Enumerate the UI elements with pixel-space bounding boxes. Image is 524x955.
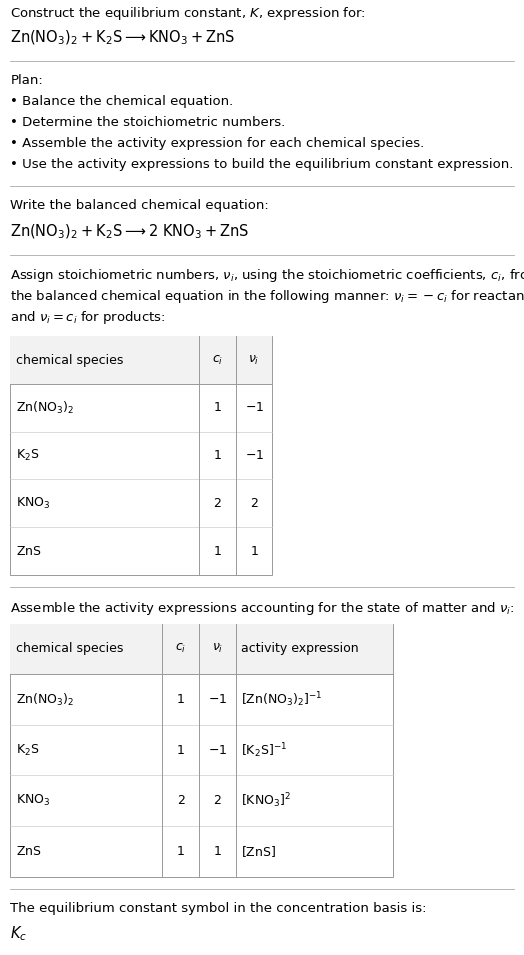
Text: $-1$: $-1$ xyxy=(208,693,227,706)
Text: $\mathrm{KNO_3}$: $\mathrm{KNO_3}$ xyxy=(16,794,50,808)
Text: • Balance the chemical equation.: • Balance the chemical equation. xyxy=(10,95,234,108)
Text: $\mathrm{Zn(NO_3)_2 + K_2S \longrightarrow 2\ KNO_3 + ZnS}$: $\mathrm{Zn(NO_3)_2 + K_2S \longrightarr… xyxy=(10,223,249,241)
Text: $\nu_i$: $\nu_i$ xyxy=(248,353,260,367)
Bar xyxy=(10,336,272,384)
Text: $[\mathrm{K_2S}]^{-1}$: $[\mathrm{K_2S}]^{-1}$ xyxy=(241,741,287,759)
Text: • Use the activity expressions to build the equilibrium constant expression.: • Use the activity expressions to build … xyxy=(10,158,514,171)
Text: 2: 2 xyxy=(213,497,222,510)
Text: 1: 1 xyxy=(250,544,258,558)
Text: $K_c$: $K_c$ xyxy=(10,924,28,944)
Text: 2: 2 xyxy=(213,795,222,807)
Text: 1: 1 xyxy=(213,544,222,558)
Text: $-1$: $-1$ xyxy=(245,401,264,414)
Text: $c_i$: $c_i$ xyxy=(175,643,187,655)
Text: $c_i$: $c_i$ xyxy=(212,353,223,367)
Text: $\mathrm{Zn(NO_3)_2 + K_2S \longrightarrow KNO_3 + ZnS}$: $\mathrm{Zn(NO_3)_2 + K_2S \longrightarr… xyxy=(10,29,235,47)
Text: Write the balanced chemical equation:: Write the balanced chemical equation: xyxy=(10,199,269,212)
Text: 1: 1 xyxy=(213,401,222,414)
Text: 1: 1 xyxy=(177,693,185,706)
Text: Plan:: Plan: xyxy=(10,74,43,87)
Text: $\mathrm{ZnS}$: $\mathrm{ZnS}$ xyxy=(16,544,41,558)
Text: • Determine the stoichiometric numbers.: • Determine the stoichiometric numbers. xyxy=(10,116,286,129)
Text: $\mathrm{Zn(NO_3)_2}$: $\mathrm{Zn(NO_3)_2}$ xyxy=(16,400,74,415)
Text: $[\mathrm{Zn(NO_3)_2}]^{-1}$: $[\mathrm{Zn(NO_3)_2}]^{-1}$ xyxy=(241,690,322,709)
Text: Assign stoichiometric numbers, $\nu_i$, using the stoichiometric coefficients, $: Assign stoichiometric numbers, $\nu_i$, … xyxy=(10,267,524,285)
Text: activity expression: activity expression xyxy=(241,643,358,655)
Text: $\mathrm{Zn(NO_3)_2}$: $\mathrm{Zn(NO_3)_2}$ xyxy=(16,691,74,708)
Bar xyxy=(10,336,272,575)
Text: the balanced chemical equation in the following manner: $\nu_i = -c_i$ for react: the balanced chemical equation in the fo… xyxy=(10,288,524,306)
Text: and $\nu_i = c_i$ for products:: and $\nu_i = c_i$ for products: xyxy=(10,309,166,327)
Text: 1: 1 xyxy=(177,744,185,756)
Text: • Assemble the activity expression for each chemical species.: • Assemble the activity expression for e… xyxy=(10,137,425,150)
Text: chemical species: chemical species xyxy=(16,643,123,655)
Text: $\mathrm{K_2S}$: $\mathrm{K_2S}$ xyxy=(16,743,39,757)
Text: 1: 1 xyxy=(213,449,222,462)
Text: 1: 1 xyxy=(177,845,185,858)
Text: $-1$: $-1$ xyxy=(208,744,227,756)
Text: chemical species: chemical species xyxy=(16,353,123,367)
Text: $[\mathrm{ZnS}]$: $[\mathrm{ZnS}]$ xyxy=(241,844,276,859)
Text: The equilibrium constant symbol in the concentration basis is:: The equilibrium constant symbol in the c… xyxy=(10,902,427,915)
Text: 2: 2 xyxy=(250,497,258,510)
Text: $\mathrm{K_2S}$: $\mathrm{K_2S}$ xyxy=(16,448,39,463)
Text: $\mathrm{KNO_3}$: $\mathrm{KNO_3}$ xyxy=(16,496,50,511)
Text: $\nu_i$: $\nu_i$ xyxy=(212,643,223,655)
Text: $\mathrm{ZnS}$: $\mathrm{ZnS}$ xyxy=(16,845,41,858)
Text: Construct the equilibrium constant, $K$, expression for:: Construct the equilibrium constant, $K$,… xyxy=(10,5,366,22)
Text: 1: 1 xyxy=(213,845,222,858)
Bar xyxy=(10,624,393,877)
Bar xyxy=(10,624,393,674)
Text: Assemble the activity expressions accounting for the state of matter and $\nu_i$: Assemble the activity expressions accoun… xyxy=(10,600,515,617)
Text: $[\mathrm{KNO_3}]^2$: $[\mathrm{KNO_3}]^2$ xyxy=(241,792,291,810)
Text: 2: 2 xyxy=(177,795,185,807)
Text: $-1$: $-1$ xyxy=(245,449,264,462)
